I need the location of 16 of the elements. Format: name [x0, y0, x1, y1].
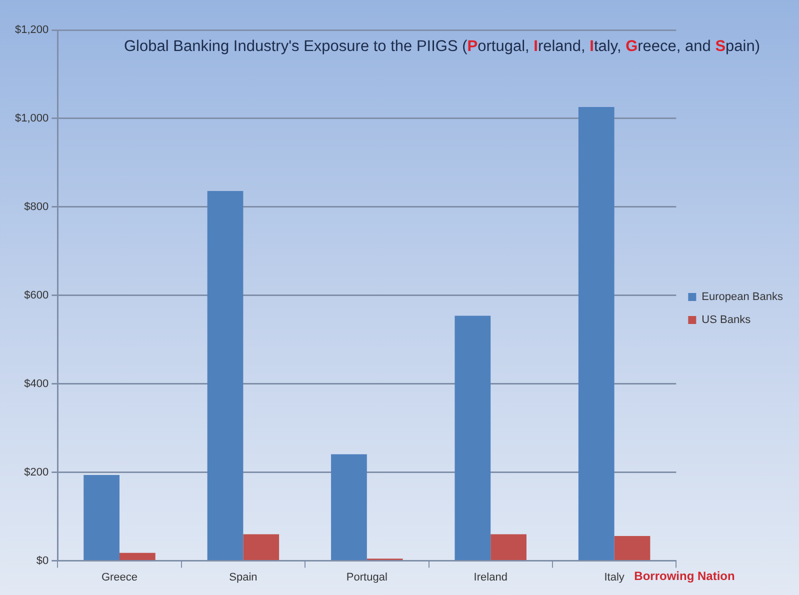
y-tick-label: $800	[24, 200, 49, 213]
y-tick-label: $0	[36, 554, 49, 567]
chart-title: Global Banking Industry's Exposure to the PIIGS (Portugal, Ireland, Italy, Greece, and Spain)	[124, 38, 760, 55]
x-tick-label: Portugal	[346, 571, 388, 584]
y-tick-label: $1,000	[14, 112, 49, 124]
x-tick-label: Greece	[101, 571, 138, 584]
y-tick-label: $600	[24, 289, 49, 302]
x-tick-label: Italy	[604, 571, 625, 584]
x-tick-label: Ireland	[474, 571, 508, 584]
legend-label: US Banks	[702, 314, 752, 326]
x-axis-title: Borrowing Nation	[634, 569, 735, 584]
legend-label: European Banks	[702, 291, 784, 304]
x-tick-label: Spain	[229, 571, 258, 584]
y-tick-label: $200	[24, 466, 49, 478]
y-tick-label: $1,200	[14, 24, 49, 36]
y-tick-label: $400	[24, 378, 49, 390]
